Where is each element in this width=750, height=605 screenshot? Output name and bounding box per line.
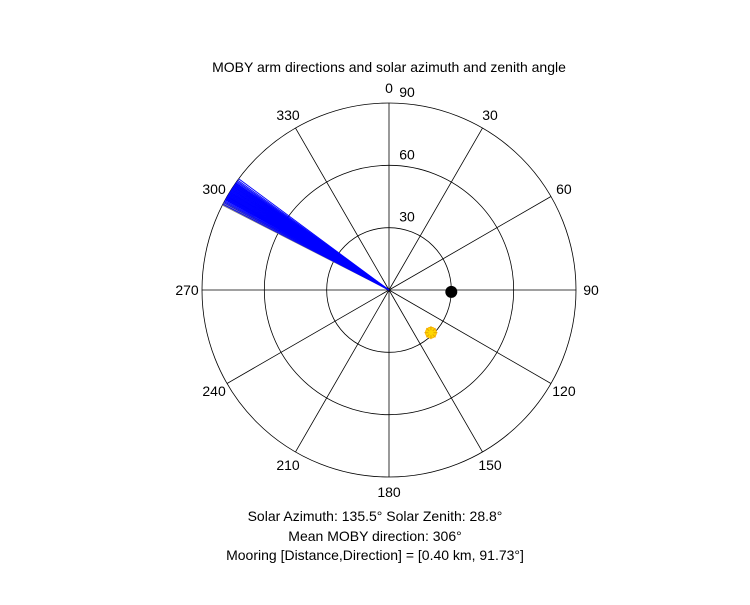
caption-mooring: Mooring [Distance,Direction] = [0.40 km,… [226, 547, 524, 563]
grid-spoke-60 [388, 196, 552, 291]
grid-spoke-330 [295, 127, 390, 291]
angle-tick-label-300: 300 [202, 181, 226, 197]
sun-marker [424, 326, 438, 340]
angle-tick-label-270: 270 [175, 282, 199, 298]
angle-tick-label-120: 120 [552, 383, 576, 399]
angle-tick-label-0: 0 [385, 80, 393, 96]
grid-spoke-120 [388, 289, 552, 384]
angle-tick-label-90: 90 [583, 282, 599, 298]
caption-mean-direction: Mean MOBY direction: 306° [288, 528, 462, 544]
chart-title: MOBY arm directions and solar azimuth an… [212, 59, 566, 75]
tick-labels: 0 30 60 90 120 150 180 210 240 270 300 330 30 60 90 [175, 80, 599, 500]
radius-tick-label-90: 90 [399, 84, 415, 100]
markers [424, 285, 458, 340]
arm-direction-rays [222, 178, 390, 291]
angle-tick-label-30: 30 [482, 107, 498, 123]
angle-tick-label-240: 240 [202, 383, 226, 399]
radius-tick-label-30: 30 [399, 209, 415, 225]
polar-grid [201, 102, 577, 478]
arm-ray-39 [238, 178, 390, 291]
angle-tick-label-330: 330 [276, 107, 300, 123]
caption-solar-angles: Solar Azimuth: 135.5° Solar Zenith: 28.8… [247, 508, 503, 524]
radius-tick-label-60: 60 [399, 146, 415, 162]
grid-spoke-30 [388, 127, 483, 291]
angle-tick-label-60: 60 [556, 181, 572, 197]
grid-spoke-150 [388, 289, 483, 453]
grid-spoke-240 [226, 289, 390, 384]
angle-tick-label-150: 150 [478, 457, 502, 473]
grid-spoke-210 [295, 289, 390, 453]
angle-tick-label-210: 210 [276, 457, 300, 473]
angle-tick-label-180: 180 [377, 484, 401, 500]
mooring-marker [445, 285, 458, 298]
